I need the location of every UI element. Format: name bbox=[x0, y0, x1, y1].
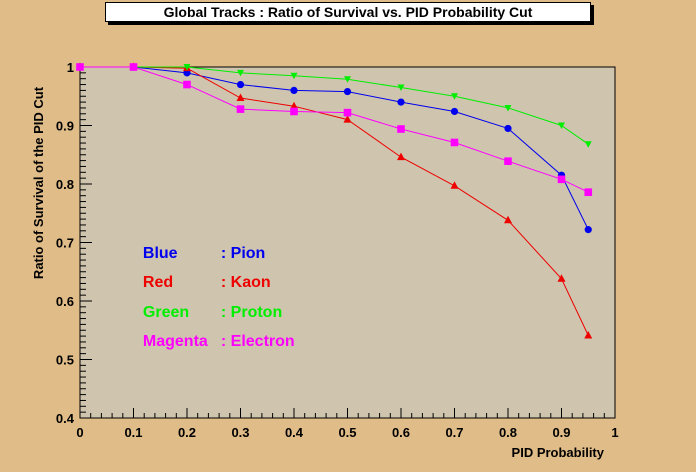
plot-frame bbox=[79, 66, 616, 419]
data-point bbox=[450, 107, 459, 116]
y-tick-label: 0.9 bbox=[56, 119, 74, 134]
x-tick-label: 0.7 bbox=[445, 425, 463, 440]
x-tick-label: 0.8 bbox=[499, 425, 517, 440]
annotation-kaon: Red : Kaon bbox=[134, 256, 271, 292]
y-tick-label: 0.6 bbox=[56, 294, 74, 309]
data-point bbox=[504, 104, 512, 112]
annotation-electron-name: Magenta bbox=[142, 333, 208, 350]
data-point bbox=[236, 80, 245, 89]
data-point bbox=[397, 125, 405, 133]
data-point bbox=[343, 87, 352, 96]
data-point bbox=[290, 72, 298, 80]
data-point bbox=[504, 157, 512, 165]
data-point bbox=[183, 64, 191, 71]
axes: 0 0.1 0.2 0.3 0.4 0.5 0.6 0.7 0.8 0.9 1 0.4 0.5 0.6 0.… bbox=[56, 60, 619, 440]
data-point bbox=[236, 105, 245, 113]
x-tick-label: 0 bbox=[76, 425, 83, 440]
annotation-proton: Green : Proton bbox=[134, 286, 282, 322]
data-point bbox=[557, 175, 566, 184]
series-layer bbox=[76, 62, 593, 339]
data-point bbox=[504, 215, 512, 224]
data-point bbox=[584, 331, 593, 339]
data-point bbox=[450, 181, 459, 189]
data-point bbox=[129, 63, 138, 71]
x-axis-label: PID Probability bbox=[512, 445, 605, 460]
annotation-pion-name: Blue bbox=[142, 245, 178, 262]
data-point bbox=[397, 152, 405, 161]
annotation-pion-label: : Pion bbox=[220, 245, 266, 262]
data-point bbox=[290, 101, 298, 110]
data-point bbox=[343, 108, 352, 117]
x-tick-label: 0.2 bbox=[178, 425, 196, 440]
x-tick-label: 0.6 bbox=[392, 425, 410, 440]
y-tick-label: 0.4 bbox=[56, 411, 75, 426]
y-axis-label: Ratio of Survival of the PID Cut bbox=[31, 86, 46, 279]
annotation-proton-name: Green bbox=[142, 304, 190, 321]
data-point bbox=[584, 188, 593, 196]
x-tick-label: 1 bbox=[611, 425, 618, 440]
series-proton bbox=[76, 64, 592, 148]
data-point bbox=[290, 107, 298, 116]
x-tick-label: 0.4 bbox=[285, 425, 304, 440]
data-point bbox=[397, 98, 405, 106]
annotation-proton-label: : Proton bbox=[220, 304, 283, 321]
data-point bbox=[290, 86, 298, 94]
annotation-electron: Magenta : Electron bbox=[134, 315, 295, 351]
data-point bbox=[450, 138, 459, 147]
x-tick-label: 0.3 bbox=[231, 425, 249, 440]
data-point bbox=[183, 80, 191, 89]
annotation-kaon-label: : Kaon bbox=[220, 274, 271, 291]
y-tick-label: 1 bbox=[67, 60, 74, 75]
series-electron bbox=[76, 63, 593, 196]
data-point bbox=[557, 274, 566, 282]
data-point bbox=[344, 76, 351, 83]
data-point bbox=[504, 124, 512, 133]
data-point bbox=[397, 84, 405, 91]
data-point bbox=[236, 93, 245, 102]
data-point bbox=[451, 93, 458, 100]
x-tick-label: 0.9 bbox=[552, 425, 570, 440]
x-tick-label: 0.1 bbox=[124, 425, 142, 440]
data-point bbox=[76, 63, 84, 71]
chart-title: Global Tracks : Ratio of Survival vs. PI… bbox=[105, 2, 591, 22]
data-point bbox=[584, 141, 592, 148]
annotation-pion: Blue : Pion bbox=[134, 227, 265, 263]
annotation-electron-label: : Electron bbox=[220, 333, 295, 350]
data-point bbox=[584, 226, 592, 234]
x-tick-label: 0.5 bbox=[338, 425, 356, 440]
data-point bbox=[558, 122, 565, 129]
data-point bbox=[237, 69, 244, 77]
annotation-kaon-name: Red bbox=[142, 274, 174, 291]
y-tick-label: 0.8 bbox=[56, 177, 74, 192]
y-tick-label: 0.5 bbox=[56, 353, 74, 368]
data-point bbox=[343, 115, 352, 123]
y-tick-label: 0.7 bbox=[56, 236, 74, 251]
